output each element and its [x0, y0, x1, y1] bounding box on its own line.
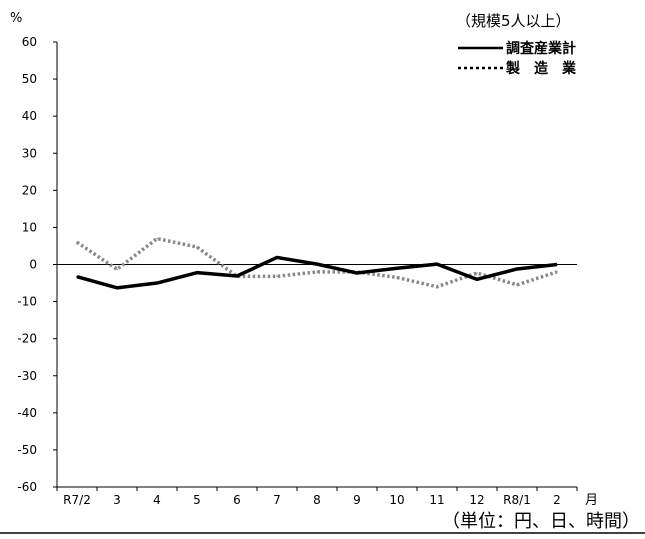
data-point — [476, 278, 478, 281]
x-tick-label: 9 — [353, 493, 361, 507]
x-unit-label: 月 — [585, 493, 598, 508]
y-tick-label: 20 — [22, 183, 37, 197]
x-tick-label: 2 — [553, 493, 561, 507]
y-tick-label: -60 — [17, 480, 37, 494]
data-point — [316, 271, 318, 273]
x-tick-label: 4 — [153, 493, 161, 507]
x-tick-label: 8 — [313, 493, 321, 507]
y-tick-label: 10 — [22, 220, 37, 234]
data-point — [516, 268, 518, 270]
x-tick-label: 11 — [429, 493, 444, 507]
x-tick-label: 3 — [113, 493, 121, 507]
data-point — [156, 282, 158, 284]
y-tick-label: -50 — [17, 443, 37, 457]
data-point — [116, 287, 118, 289]
data-point — [196, 271, 198, 274]
data-point — [396, 276, 398, 279]
y-unit-label: % — [10, 11, 22, 26]
x-tick-label: 7 — [273, 493, 281, 507]
y-tick-label: -20 — [17, 332, 37, 346]
data-point — [276, 275, 278, 278]
y-tick-label: -30 — [17, 369, 37, 383]
y-tick-label: -40 — [17, 406, 37, 420]
y-tick-label: 40 — [22, 109, 37, 123]
data-point — [356, 272, 358, 274]
unit-note: （単位：円、日、時間） — [442, 511, 640, 532]
data-point — [76, 275, 78, 278]
data-point — [436, 285, 438, 288]
y-tick-label: 50 — [22, 72, 37, 86]
data-point — [396, 267, 398, 270]
data-point — [476, 272, 478, 274]
data-point — [556, 263, 558, 266]
x-tick-label: R7/2 — [63, 493, 91, 507]
legend-label: 製 造 業 — [505, 60, 577, 77]
y-tick-label: 60 — [22, 35, 37, 49]
scope-note: （規模5人以上） — [456, 12, 571, 30]
x-tick-label: 6 — [233, 493, 241, 507]
data-point — [556, 271, 558, 273]
data-point — [436, 263, 438, 265]
data-point — [316, 263, 318, 265]
data-point — [116, 268, 118, 271]
legend-label: 調査産業計 — [506, 40, 576, 57]
x-tick-label: 10 — [389, 493, 404, 507]
data-point — [196, 246, 198, 248]
y-tick-label: 30 — [22, 146, 37, 160]
x-tick-label: 12 — [469, 493, 484, 507]
y-tick-label: -10 — [17, 295, 37, 309]
x-tick-label: 5 — [193, 493, 201, 507]
x-tick-label: R8/1 — [503, 493, 531, 507]
data-point — [76, 241, 78, 244]
data-point — [156, 237, 158, 240]
data-point — [276, 256, 278, 259]
data-point — [236, 275, 238, 277]
y-tick-label: 0 — [29, 258, 37, 272]
data-point — [516, 284, 518, 286]
